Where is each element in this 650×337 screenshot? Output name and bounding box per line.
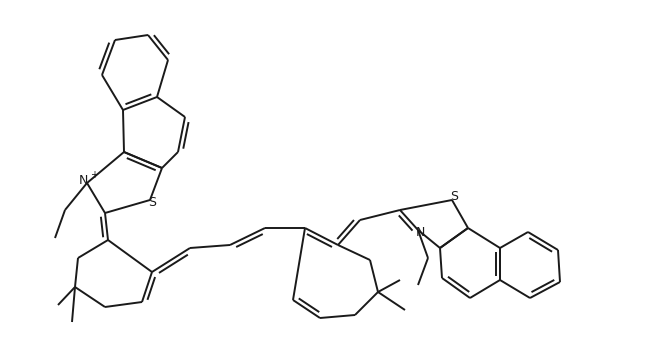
Text: +: + xyxy=(90,170,98,180)
Text: N: N xyxy=(415,225,424,239)
Text: S: S xyxy=(148,195,156,209)
Text: S: S xyxy=(450,190,458,204)
Text: N: N xyxy=(78,175,88,187)
